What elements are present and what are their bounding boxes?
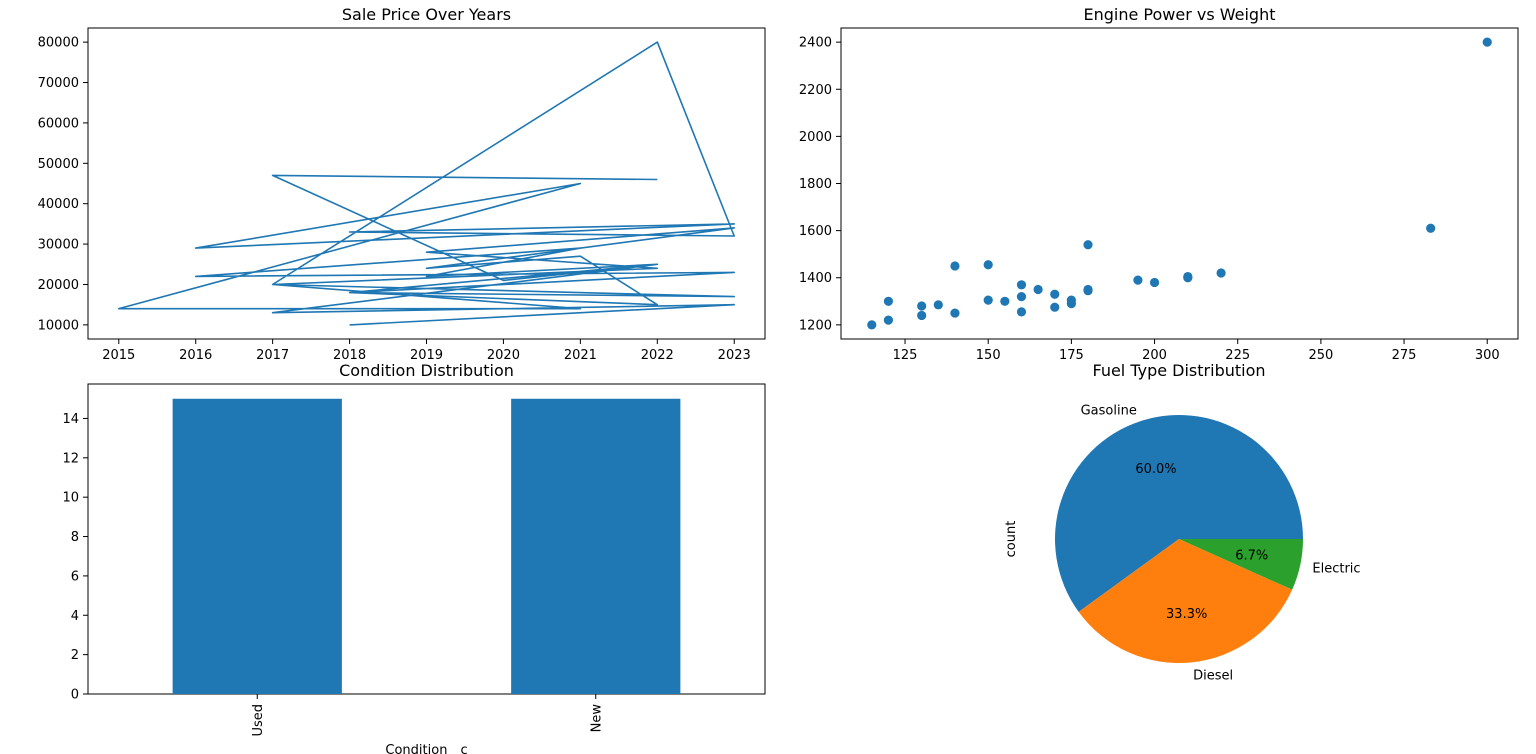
y-tick-label: 4 <box>71 609 79 624</box>
scatter-point <box>1016 280 1027 290</box>
pie-slice-label: Electric <box>1312 561 1360 576</box>
plot-frame <box>840 27 1519 340</box>
plot-frame <box>87 27 766 340</box>
pie-slice <box>1078 539 1293 664</box>
pie-percent-label: 33.3% <box>1166 607 1207 622</box>
x-tick-label: 275 <box>1392 348 1417 363</box>
y-tick-label: 2 <box>71 648 79 663</box>
x-tick-label: 2020 <box>487 348 520 363</box>
scatter-point <box>1426 223 1436 233</box>
scatter-point <box>1482 37 1492 47</box>
x-tick-label: 250 <box>1308 348 1333 363</box>
y-tick-label: 12 <box>62 451 79 466</box>
y-tick-label: 2000 <box>799 130 832 145</box>
y-tick-label: 1200 <box>799 318 832 333</box>
scatter-point <box>1216 268 1226 278</box>
x-tick-label: 2017 <box>256 348 289 363</box>
x-tick-label: 2016 <box>179 348 212 363</box>
y-tick-label: 10000 <box>38 318 79 333</box>
scatter-point <box>883 315 894 325</box>
scatter-point <box>1016 291 1027 302</box>
scatter-point <box>917 301 927 311</box>
chart-title: Engine Power vs Weight <box>1083 5 1275 24</box>
pie-percent-label: 6.7% <box>1235 549 1268 564</box>
scatter-point <box>1083 240 1093 250</box>
y-tick-label: 6 <box>71 569 79 584</box>
y-tick-label: 2200 <box>799 83 832 98</box>
x-tick-label: 125 <box>893 348 918 363</box>
scatter-point <box>1083 284 1093 295</box>
scatter-point <box>950 261 960 271</box>
sale-price-chart: Sale Price Over Years 2015 2016 2017 2018 201… <box>38 5 766 363</box>
y-tick-label: 10 <box>62 491 79 506</box>
y-tick-label: 14 <box>62 412 79 427</box>
y-tick-label: 80000 <box>38 36 79 51</box>
x-tick-label: 2021 <box>564 348 597 363</box>
y-tick-label: 20000 <box>38 278 79 293</box>
scatter-point <box>883 296 894 306</box>
y-tick-label: 60000 <box>38 116 79 131</box>
pie-slice-label: Gasoline <box>1081 403 1137 418</box>
bar <box>172 398 342 694</box>
x-tick-label: 2022 <box>641 348 674 363</box>
bar <box>511 398 681 694</box>
x-tick-label: 2018 <box>333 348 366 363</box>
y-tick-label: 0 <box>71 688 79 703</box>
scatter-point <box>1183 271 1193 282</box>
x-axis-label: Condition__c <box>385 743 467 754</box>
scatter-point <box>1133 275 1143 285</box>
x-tick-label: 300 <box>1475 348 1500 363</box>
x-tick-label: 2019 <box>410 348 443 363</box>
y-tick-label: 30000 <box>38 238 79 253</box>
pie-slice <box>1179 539 1303 590</box>
y-tick-label: 8 <box>71 530 79 545</box>
y-tick-label: 40000 <box>38 197 79 212</box>
power-weight-chart: Engine Power vs Weight 125 150 175 200 225 250… <box>799 5 1519 363</box>
scatter-point <box>1050 302 1060 312</box>
pie-slice <box>1054 415 1303 612</box>
y-tick-label: 1600 <box>799 224 832 239</box>
scatter-point <box>983 295 993 305</box>
x-tick-label: 175 <box>1059 348 1084 363</box>
scatter-point <box>1033 284 1043 295</box>
pie-percent-label: 60.0% <box>1135 462 1176 477</box>
scatter-point <box>950 308 960 318</box>
y-tick-label: 2400 <box>799 36 832 51</box>
scatter-point <box>1149 277 1160 288</box>
x-tick-label: 200 <box>1142 348 1167 363</box>
y-tick-label: 1400 <box>799 271 832 286</box>
plot-frame <box>87 383 766 695</box>
condition-chart: Condition Distribution 0 2 4 6 8 10 12 14 Used New… <box>62 361 766 754</box>
x-tick-label: 225 <box>1225 348 1250 363</box>
scatter-point <box>917 310 927 321</box>
scatter-point <box>1000 296 1010 306</box>
y-tick-label: 50000 <box>38 157 79 172</box>
scatter-point <box>1016 307 1027 317</box>
scatter-point <box>1050 289 1060 299</box>
chart-title: Fuel Type Distribution <box>1092 361 1265 380</box>
chart-title: Condition Distribution <box>339 361 514 380</box>
pie-slice-label: Diesel <box>1193 669 1233 684</box>
scatter-point <box>867 320 877 330</box>
x-tick-label: 2023 <box>718 348 751 363</box>
scatter-point <box>1066 295 1076 305</box>
fuel-type-chart: Fuel Type Distribution count 60.0% Gasoline… <box>1004 361 1361 684</box>
scatter-point <box>983 260 993 270</box>
scatter-point <box>933 300 943 310</box>
sale-price-line <box>118 41 736 326</box>
x-tick-label: New <box>589 704 604 733</box>
y-tick-label: 1800 <box>799 177 832 192</box>
x-tick-label: 150 <box>976 348 1001 363</box>
y-tick-label: 70000 <box>38 76 79 91</box>
x-tick-label: 2015 <box>102 348 135 363</box>
chart-title: Sale Price Over Years <box>342 5 511 24</box>
y-axis-label: count <box>1004 521 1019 558</box>
x-tick-label: Used <box>251 704 266 737</box>
